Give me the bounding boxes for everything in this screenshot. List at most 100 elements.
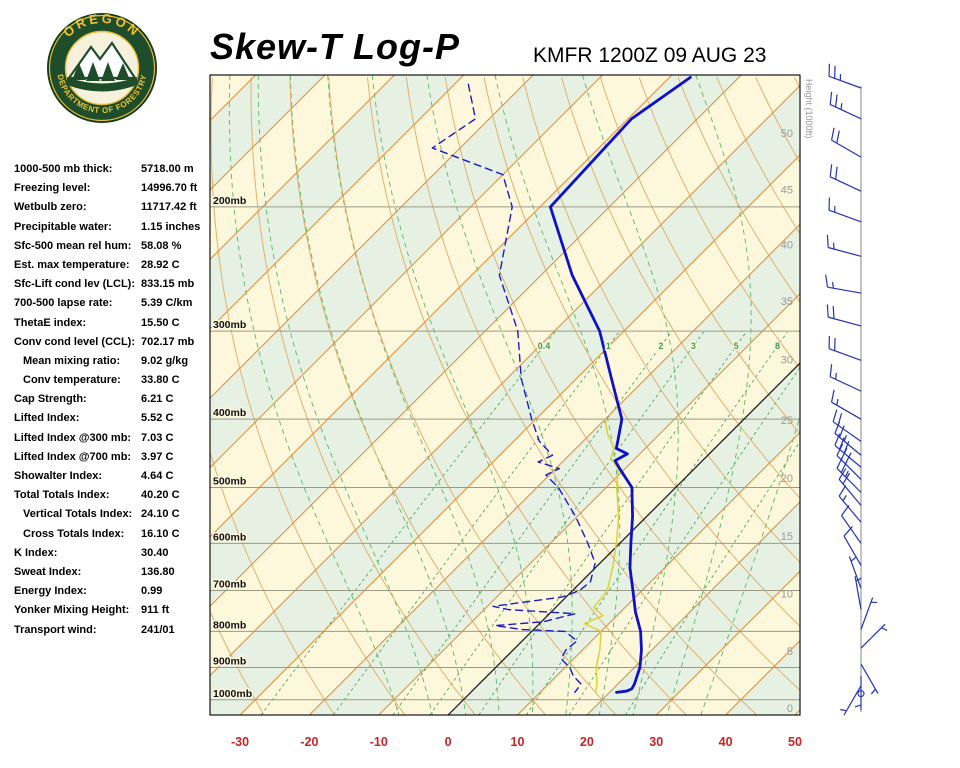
svg-text:5: 5 bbox=[734, 341, 739, 351]
svg-text:600mb: 600mb bbox=[213, 531, 246, 543]
logo-ground-band bbox=[67, 77, 137, 92]
height-scale-title: Height (1000ft) bbox=[804, 79, 814, 139]
index-value: 833.15 mb bbox=[141, 278, 195, 291]
index-row: Transport wind: 241/01 bbox=[14, 624, 212, 643]
index-value: 702.17 mb bbox=[141, 335, 195, 348]
index-label: Conv temperature: bbox=[23, 374, 121, 387]
index-label: Freezing level: bbox=[14, 182, 91, 195]
svg-text:8: 8 bbox=[775, 341, 780, 351]
svg-text:1000mb: 1000mb bbox=[213, 688, 252, 700]
sounding-traces bbox=[431, 75, 692, 694]
svg-text:20: 20 bbox=[781, 473, 793, 485]
index-value: 0.99 bbox=[141, 585, 163, 598]
index-row: Lifted Index: 5.52 C bbox=[14, 412, 212, 431]
temperature-trace bbox=[548, 75, 692, 694]
svg-text:0: 0 bbox=[445, 735, 452, 749]
index-value: 241/01 bbox=[141, 623, 175, 636]
index-row: Vertical Totals Index: 24.10 C bbox=[14, 508, 212, 527]
zero-isotherm bbox=[447, 362, 800, 715]
index-value: 14996.70 ft bbox=[141, 182, 198, 195]
index-label: Vertical Totals Index: bbox=[23, 508, 133, 521]
svg-text:300mb: 300mb bbox=[213, 319, 246, 331]
index-label: Total Totals Index: bbox=[14, 489, 110, 502]
logo-gold-ring-outer bbox=[48, 14, 156, 122]
svg-text:30: 30 bbox=[649, 735, 663, 749]
svg-text:5: 5 bbox=[787, 646, 793, 658]
svg-text:900mb: 900mb bbox=[213, 656, 246, 668]
index-row: K Index: 30.40 bbox=[14, 547, 212, 566]
temp-axis-labels: -30 -20 -10 0 10 20 30 40 50 bbox=[231, 735, 802, 749]
index-value: 15.50 C bbox=[141, 316, 180, 329]
index-value: 3.97 C bbox=[141, 450, 174, 463]
svg-text:15: 15 bbox=[781, 531, 793, 543]
index-value: 5718.00 m bbox=[141, 163, 194, 175]
index-row: Precipitable water: 1.15 inches bbox=[14, 221, 212, 240]
index-row: Sfc-500 mean rel hum: 58.08 % bbox=[14, 240, 212, 259]
svg-text:40: 40 bbox=[781, 239, 793, 251]
svg-text:1: 1 bbox=[606, 341, 611, 351]
index-label: Lifted Index @300 mb: bbox=[14, 431, 132, 444]
index-row: Cap Strength: 6.21 C bbox=[14, 393, 212, 412]
svg-text:10: 10 bbox=[511, 735, 525, 749]
svg-text:45: 45 bbox=[781, 185, 793, 197]
wind-barb-column bbox=[825, 63, 888, 716]
svg-text:800mb: 800mb bbox=[213, 619, 246, 631]
index-row: 700-500 lapse rate: 5.39 C/km bbox=[14, 297, 212, 316]
svg-text:10: 10 bbox=[781, 589, 793, 601]
index-row: Sweat Index: 136.80 bbox=[14, 566, 212, 585]
index-value: 30.40 bbox=[141, 546, 169, 559]
index-value: 33.80 C bbox=[141, 374, 180, 387]
svg-text:-30: -30 bbox=[231, 735, 249, 749]
index-label: Lifted Index @700 mb: bbox=[14, 450, 132, 463]
index-value: 911 ft bbox=[141, 604, 170, 617]
chart-border bbox=[209, 74, 801, 716]
index-row: Yonker Mixing Height: 911 ft bbox=[14, 604, 212, 623]
index-label: Lifted Index: bbox=[14, 412, 80, 425]
index-label: Est. max temperature: bbox=[14, 258, 130, 271]
index-label: 700-500 lapse rate: bbox=[14, 297, 113, 310]
index-value: 58.08 % bbox=[141, 239, 182, 252]
index-label: Conv cond level (CCL): bbox=[14, 335, 136, 348]
moist-adiabats bbox=[228, 75, 800, 715]
index-row: Lifted Index @700 mb: 3.97 C bbox=[14, 451, 212, 470]
svg-text:25: 25 bbox=[781, 415, 793, 427]
index-label: Wetbulb zero: bbox=[14, 201, 87, 214]
index-label: Sfc-500 mean rel hum: bbox=[14, 239, 132, 252]
index-label: Precipitable water: bbox=[14, 220, 112, 233]
station-datetime: KMFR 1200Z 09 AUG 23 bbox=[533, 44, 767, 67]
index-row: Sfc-Lift cond lev (LCL): 833.15 mb bbox=[14, 278, 212, 297]
indices-panel: 1000-500 mb thick: 5718.00 m Freezing le… bbox=[14, 163, 212, 643]
index-label: Cap Strength: bbox=[14, 393, 87, 406]
index-row: Total Totals Index: 40.20 C bbox=[14, 489, 212, 508]
dry-adiabats bbox=[210, 77, 800, 715]
index-value: 7.03 C bbox=[141, 431, 174, 444]
index-label: Sweat Index: bbox=[14, 565, 82, 578]
index-value: 16.10 C bbox=[141, 527, 180, 540]
svg-text:20: 20 bbox=[580, 735, 594, 749]
index-value: 24.10 C bbox=[141, 508, 180, 521]
index-value: 5.39 C/km bbox=[141, 297, 193, 310]
dewpoint-trace bbox=[431, 83, 596, 694]
index-row: Freezing level: 14996.70 ft bbox=[14, 182, 212, 201]
index-row: Conv cond level (CCL): 702.17 mb bbox=[14, 336, 212, 355]
index-value: 11717.42 ft bbox=[141, 201, 197, 214]
pressure-labels: 200mb 300mb 400mb 500mb 600mb 700mb 800mb 900mb… bbox=[212, 193, 254, 701]
index-row: Est. max temperature: 28.92 C bbox=[14, 259, 212, 278]
svg-text:0.4: 0.4 bbox=[538, 341, 551, 351]
index-value: 28.92 C bbox=[141, 258, 180, 271]
svg-text:700mb: 700mb bbox=[213, 579, 246, 591]
index-label: Energy Index: bbox=[14, 585, 87, 598]
svg-text:0: 0 bbox=[787, 703, 793, 715]
index-label: Yonker Mixing Height: bbox=[14, 604, 130, 617]
svg-text:500mb: 500mb bbox=[213, 476, 246, 488]
svg-text:50: 50 bbox=[781, 128, 793, 140]
mixing-ratio-labels: 0.4 1 2 3 5 8 bbox=[536, 340, 781, 353]
svg-text:200mb: 200mb bbox=[213, 195, 246, 207]
index-value: 40.20 C bbox=[141, 489, 180, 502]
page-title: Skew-T Log-P bbox=[210, 26, 461, 67]
svg-text:35: 35 bbox=[781, 296, 793, 308]
svg-text:50: 50 bbox=[788, 735, 802, 749]
index-value: 5.52 C bbox=[141, 412, 174, 425]
svg-text:30: 30 bbox=[781, 354, 793, 366]
index-row: Mean mixing ratio: 9.02 g/kg bbox=[14, 355, 212, 374]
